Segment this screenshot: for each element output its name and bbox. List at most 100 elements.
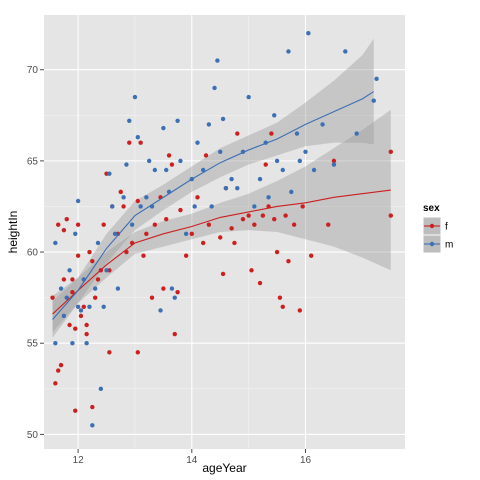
data-point-f [297, 308, 303, 313]
data-point-f [84, 331, 89, 337]
data-point-m [311, 167, 317, 173]
data-point-m [104, 268, 109, 273]
data-point-f [61, 277, 67, 282]
confidence-band-f [52, 109, 391, 333]
data-point-m [107, 171, 112, 176]
data-point-f [169, 162, 175, 167]
data-point-f [135, 350, 141, 355]
data-point-f [178, 207, 183, 213]
data-point-f [220, 271, 226, 277]
data-point-f [249, 268, 254, 273]
data-point-f [388, 149, 393, 154]
data-point-m [127, 118, 132, 123]
data-point-f [263, 162, 268, 167]
data-point-f [92, 295, 98, 300]
y-tick-label: 65 [27, 156, 39, 167]
data-point-m [331, 162, 337, 167]
data-point-m [294, 131, 300, 136]
data-point-m [272, 113, 277, 118]
data-point-m [112, 231, 118, 237]
data-point-m [289, 189, 294, 195]
data-point-m [200, 167, 206, 173]
data-point-f [166, 153, 172, 158]
data-points [50, 31, 393, 428]
data-point-m [286, 49, 291, 54]
x-tick-label: 14 [186, 455, 198, 466]
legend: sex fm [422, 203, 453, 254]
data-point-f [232, 240, 237, 246]
data-point-f [252, 222, 257, 227]
data-point-m [212, 85, 217, 91]
data-point-f [206, 222, 212, 227]
data-point-f [70, 289, 75, 295]
data-point-f [87, 249, 92, 255]
data-point-f [95, 277, 101, 282]
data-point-m [53, 341, 58, 346]
data-point-m [229, 176, 234, 182]
x-axis-title: ageYear [202, 461, 246, 475]
data-point-f [90, 404, 95, 410]
data-point-f [183, 253, 189, 258]
data-point-m [303, 149, 308, 154]
data-point-f [73, 408, 78, 413]
smooth-lines [52, 91, 391, 320]
data-point-m [257, 176, 263, 182]
data-point-f [246, 213, 251, 218]
data-point-m [280, 167, 285, 173]
data-point-m [144, 195, 149, 200]
data-point-m [152, 167, 158, 173]
data-point-f [274, 249, 280, 255]
x-tick-label: 16 [300, 455, 312, 466]
data-point-m [110, 204, 115, 209]
data-point-f [189, 231, 195, 237]
data-point-f [127, 140, 132, 145]
data-point-m [95, 240, 101, 246]
axes: 12 14 16 50 55 60 65 70 [27, 65, 312, 466]
data-point-f [61, 227, 67, 233]
data-point-f [277, 295, 283, 300]
data-point-f [260, 213, 266, 218]
data-point-m [75, 304, 81, 309]
legend-key-point [429, 223, 435, 229]
data-point-f [326, 222, 331, 227]
data-point-m [158, 308, 163, 313]
plot-panel [44, 15, 405, 449]
legend-entry-m: m [422, 234, 453, 254]
data-point-f [283, 213, 288, 218]
legend-title: sex [423, 203, 440, 214]
data-point-f [81, 304, 86, 309]
grid [44, 15, 405, 449]
data-point-m [354, 131, 359, 136]
data-point-m [343, 49, 348, 54]
data-point-m [87, 304, 92, 309]
data-point-f [107, 350, 112, 355]
data-point-f [152, 222, 158, 227]
data-point-m [121, 195, 126, 200]
data-point-f [331, 158, 337, 164]
data-point-m [67, 268, 72, 273]
data-point-m [53, 240, 58, 246]
y-tick-label: 60 [27, 248, 39, 259]
data-point-m [124, 162, 129, 167]
x-tick-label: 12 [73, 455, 85, 466]
data-point-f [200, 240, 206, 246]
data-point-m [135, 134, 141, 140]
data-point-f [280, 304, 285, 309]
data-point-f [101, 222, 106, 227]
data-point-f [138, 140, 143, 145]
data-point-m [129, 222, 135, 227]
legend-entry-f: f [422, 216, 448, 236]
legend-key-point [429, 241, 435, 247]
data-point-m [161, 125, 166, 131]
data-point-f [203, 153, 209, 158]
data-point-f [75, 222, 81, 227]
data-point-m [220, 116, 226, 122]
data-point-m [274, 158, 280, 164]
data-point-f [53, 381, 58, 386]
data-point-f [90, 258, 95, 264]
data-point-f [240, 217, 246, 222]
data-point-f [161, 286, 166, 291]
data-point-m [98, 386, 104, 392]
data-point-f [70, 277, 75, 282]
y-tick-label: 55 [27, 339, 39, 350]
